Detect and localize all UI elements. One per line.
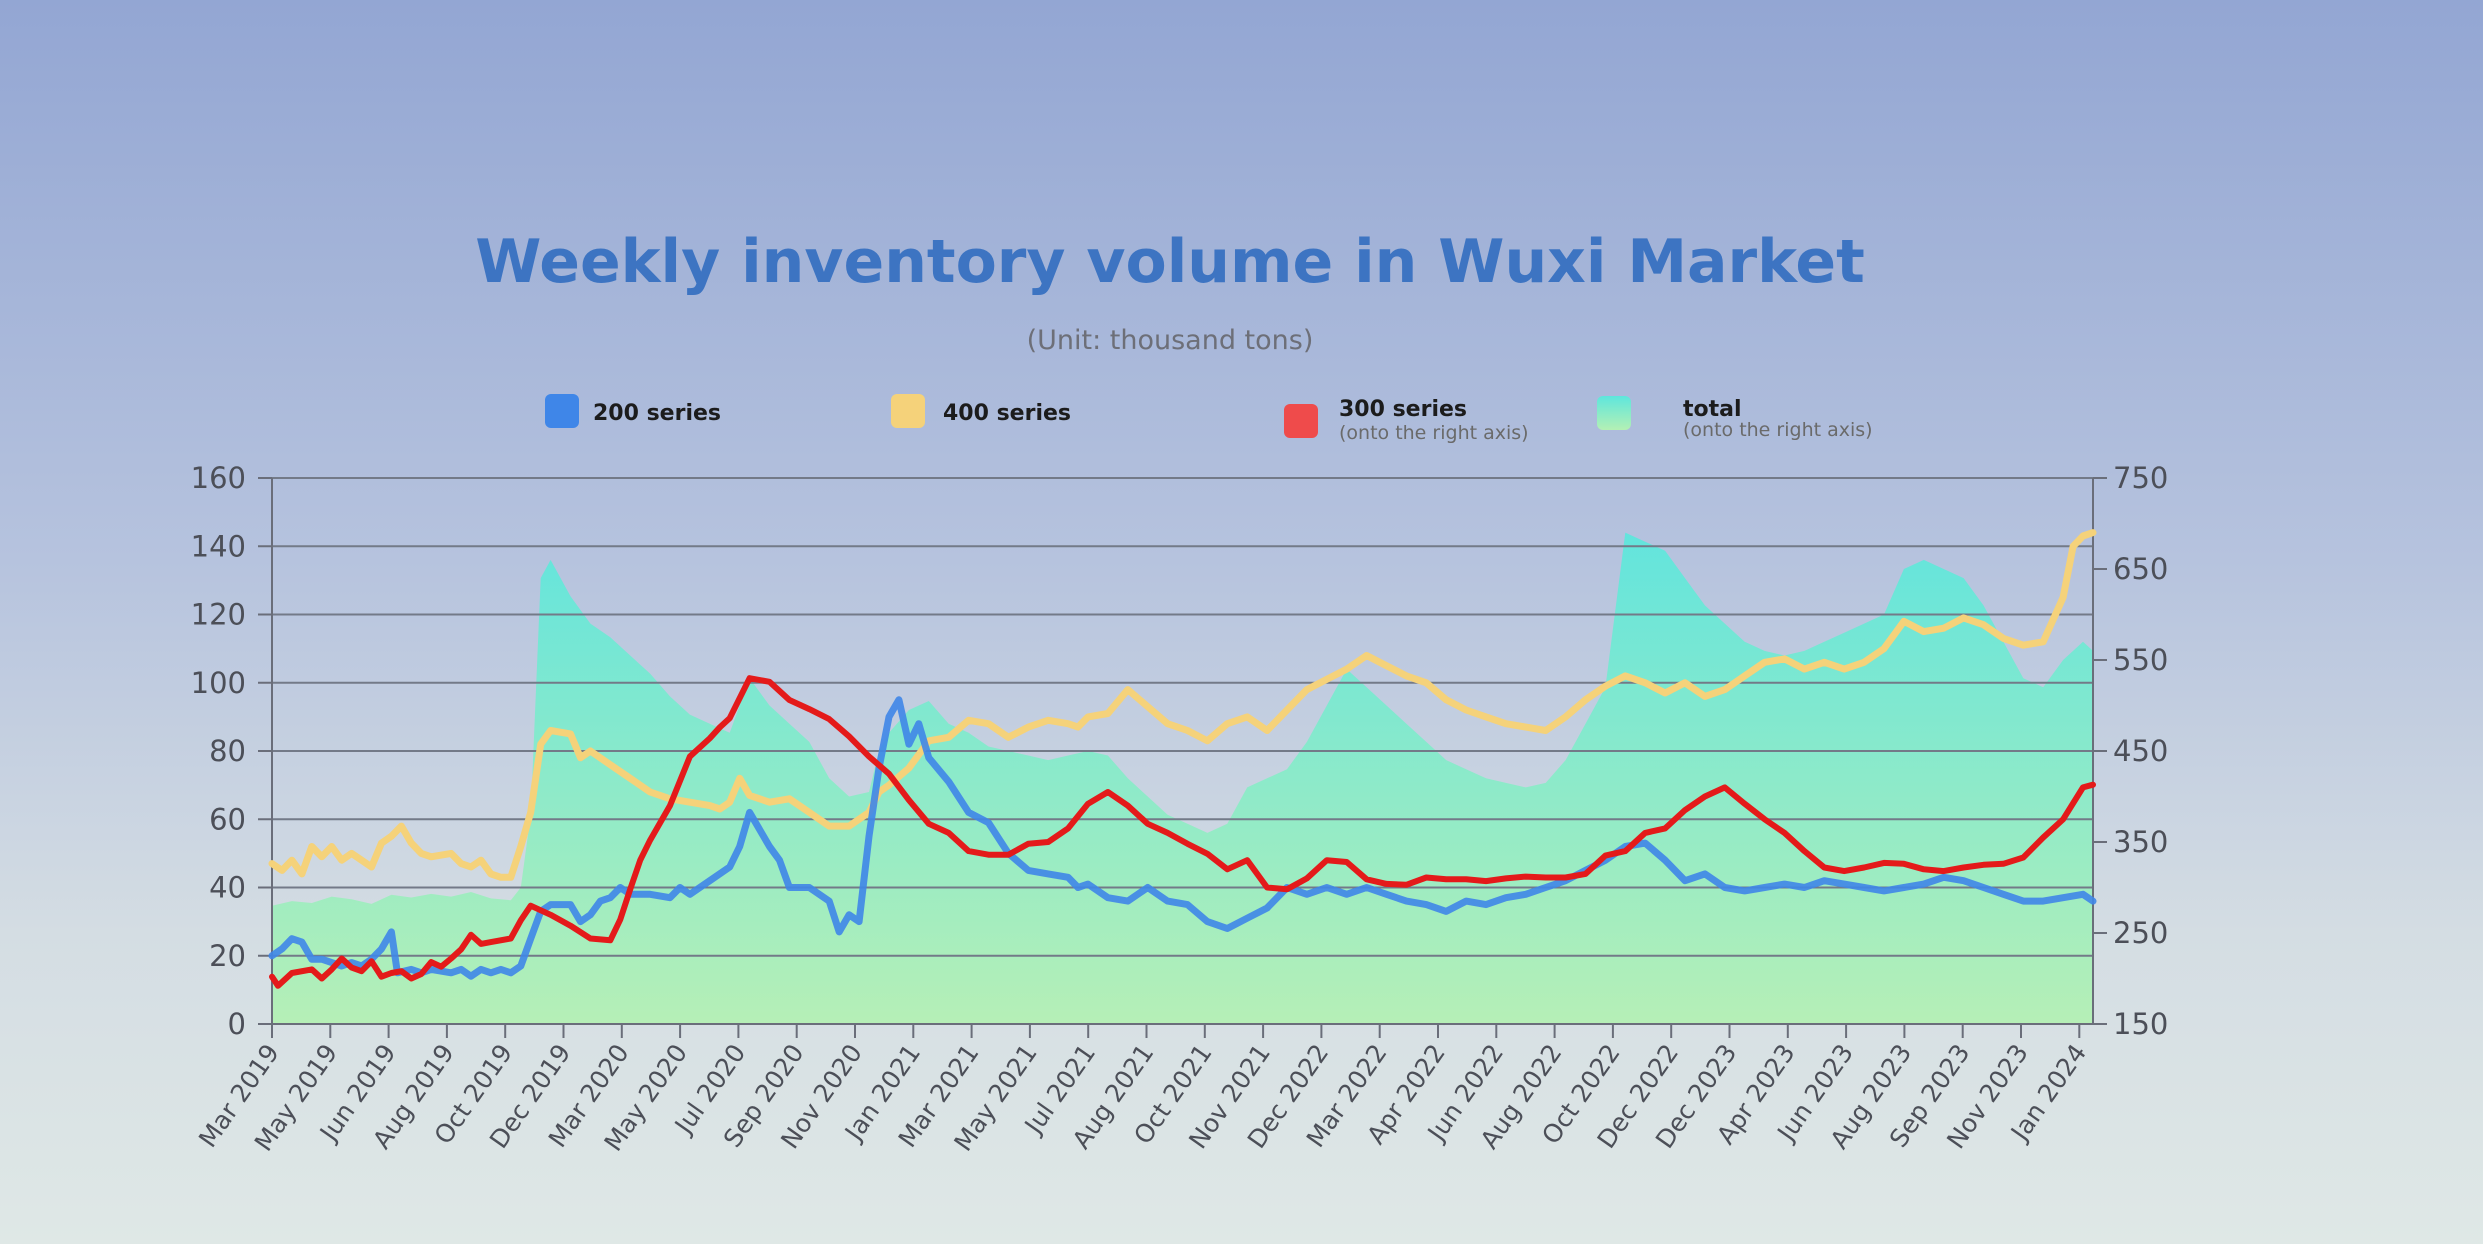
y-left-tick-label: 140	[191, 529, 246, 563]
total-area-layer	[272, 532, 2093, 1024]
axes-layer	[258, 477, 2107, 1038]
legend-label-total: total	[1683, 397, 1742, 422]
legend-note-total: (onto the right axis)	[1683, 419, 1873, 441]
series-area-total	[272, 532, 2093, 1024]
y-left-tick-label: 0	[228, 1007, 246, 1041]
y-left-tick-label: 80	[209, 734, 246, 768]
legend-label-400-series: 400 series	[943, 401, 1071, 426]
legend-label-300-series: 300 series	[1339, 397, 1467, 422]
y-left-tick-label: 160	[191, 461, 246, 495]
y-right-tick-labels: 150 250 350 450 550 650 750	[2113, 461, 2168, 1041]
y-right-tick-label: 550	[2113, 643, 2168, 677]
legend-swatch-400-series	[891, 394, 925, 428]
y-left-tick-label: 120	[191, 598, 246, 632]
legend: 200 series 400 series 300 series (onto t…	[545, 394, 1873, 444]
y-right-tick-label: 250	[2113, 916, 2168, 950]
series-line-200-series	[268, 696, 2097, 980]
y-left-tick-label: 60	[209, 802, 246, 836]
legend-item-200-series[interactable]: 200 series	[545, 394, 721, 428]
legend-swatch-200-series	[545, 394, 579, 428]
y-left-tick-label: 20	[209, 939, 246, 973]
series-line-300-series	[269, 675, 2096, 989]
y-left-tick-label: 100	[191, 666, 246, 700]
y-right-tick-label: 150	[2113, 1007, 2168, 1041]
legend-item-400-series[interactable]: 400 series	[891, 394, 1071, 428]
chart-subtitle: (Unit: thousand tons)	[1027, 325, 1314, 356]
y-right-tick-label: 350	[2113, 825, 2168, 859]
legend-label-200-series: 200 series	[593, 401, 721, 426]
y-right-tick-label: 750	[2113, 461, 2168, 495]
y-left-tick-label: 40	[209, 871, 246, 905]
legend-item-300-series[interactable]: 300 series (onto the right axis)	[1284, 397, 1529, 444]
legend-swatch-300-series	[1284, 404, 1318, 438]
legend-item-total[interactable]: total (onto the right axis)	[1597, 396, 1873, 441]
y-right-tick-label: 450	[2113, 734, 2168, 768]
legend-swatch-total	[1597, 396, 1631, 430]
series-line-400-series	[268, 529, 2097, 881]
line-layer	[268, 529, 2097, 989]
y-left-tick-labels: 0 20 40 60 80 100 120 140 160	[191, 461, 246, 1041]
y-right-tick-label: 650	[2113, 552, 2168, 586]
chart-title: Weekly inventory volume in Wuxi Market	[475, 227, 1865, 297]
legend-note-300-series: (onto the right axis)	[1339, 422, 1529, 444]
